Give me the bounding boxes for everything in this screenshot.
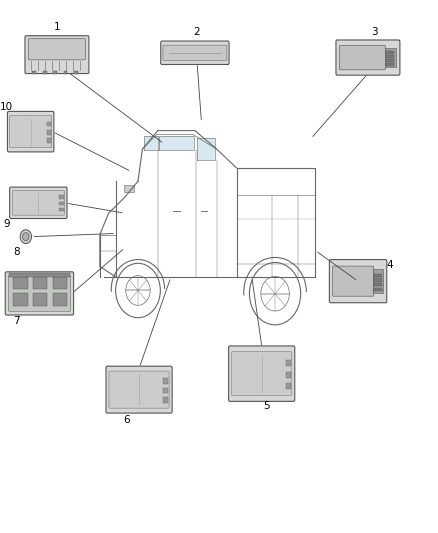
Bar	[163, 398, 168, 403]
FancyBboxPatch shape	[229, 346, 295, 401]
Bar	[53, 293, 67, 306]
Bar	[374, 288, 381, 291]
Text: 7: 7	[13, 316, 20, 326]
Bar	[286, 360, 291, 366]
Bar	[47, 130, 51, 135]
FancyBboxPatch shape	[161, 41, 229, 64]
FancyBboxPatch shape	[5, 272, 74, 315]
Polygon shape	[159, 136, 194, 150]
Bar	[43, 71, 46, 74]
Circle shape	[23, 233, 29, 240]
Bar	[13, 293, 28, 306]
Text: 3: 3	[371, 27, 378, 37]
Bar	[124, 185, 134, 192]
Bar	[386, 59, 394, 62]
Bar	[163, 388, 168, 393]
Bar	[386, 52, 394, 54]
FancyBboxPatch shape	[10, 116, 52, 148]
Bar	[33, 293, 47, 306]
Bar	[9, 273, 70, 277]
Polygon shape	[144, 136, 158, 150]
Bar	[53, 277, 67, 289]
Text: 2: 2	[193, 27, 200, 37]
Bar	[374, 278, 381, 281]
FancyBboxPatch shape	[28, 39, 85, 60]
Text: 10: 10	[0, 102, 13, 111]
Bar	[33, 277, 47, 289]
Bar	[374, 273, 381, 277]
FancyBboxPatch shape	[12, 190, 64, 215]
Bar	[286, 383, 291, 389]
FancyBboxPatch shape	[106, 366, 172, 413]
Bar	[386, 55, 394, 58]
Bar	[59, 196, 64, 199]
FancyBboxPatch shape	[232, 352, 292, 395]
FancyBboxPatch shape	[336, 40, 400, 75]
Bar	[59, 201, 64, 205]
Polygon shape	[197, 138, 215, 160]
FancyBboxPatch shape	[332, 266, 374, 296]
Circle shape	[20, 230, 32, 244]
FancyBboxPatch shape	[339, 45, 385, 70]
Bar	[13, 277, 28, 289]
Bar	[32, 71, 36, 74]
Bar	[374, 283, 381, 286]
Bar	[64, 71, 67, 74]
Bar	[286, 372, 291, 378]
Bar	[59, 208, 64, 211]
FancyBboxPatch shape	[163, 45, 227, 60]
Bar	[373, 269, 383, 293]
Bar	[163, 378, 168, 384]
Text: 4: 4	[386, 261, 393, 270]
Bar	[47, 139, 51, 143]
FancyBboxPatch shape	[10, 187, 67, 219]
FancyBboxPatch shape	[329, 260, 387, 303]
FancyBboxPatch shape	[109, 371, 169, 408]
Text: 1: 1	[53, 22, 60, 31]
Bar	[385, 48, 396, 67]
Bar	[47, 122, 51, 126]
FancyBboxPatch shape	[8, 276, 71, 311]
Text: 6: 6	[123, 415, 130, 425]
Text: 5: 5	[263, 401, 270, 411]
Bar	[53, 71, 57, 74]
Bar	[386, 63, 394, 66]
Text: 9: 9	[3, 219, 10, 229]
Bar	[74, 71, 78, 74]
FancyBboxPatch shape	[7, 111, 54, 152]
FancyBboxPatch shape	[25, 36, 89, 74]
Text: 8: 8	[13, 247, 20, 256]
